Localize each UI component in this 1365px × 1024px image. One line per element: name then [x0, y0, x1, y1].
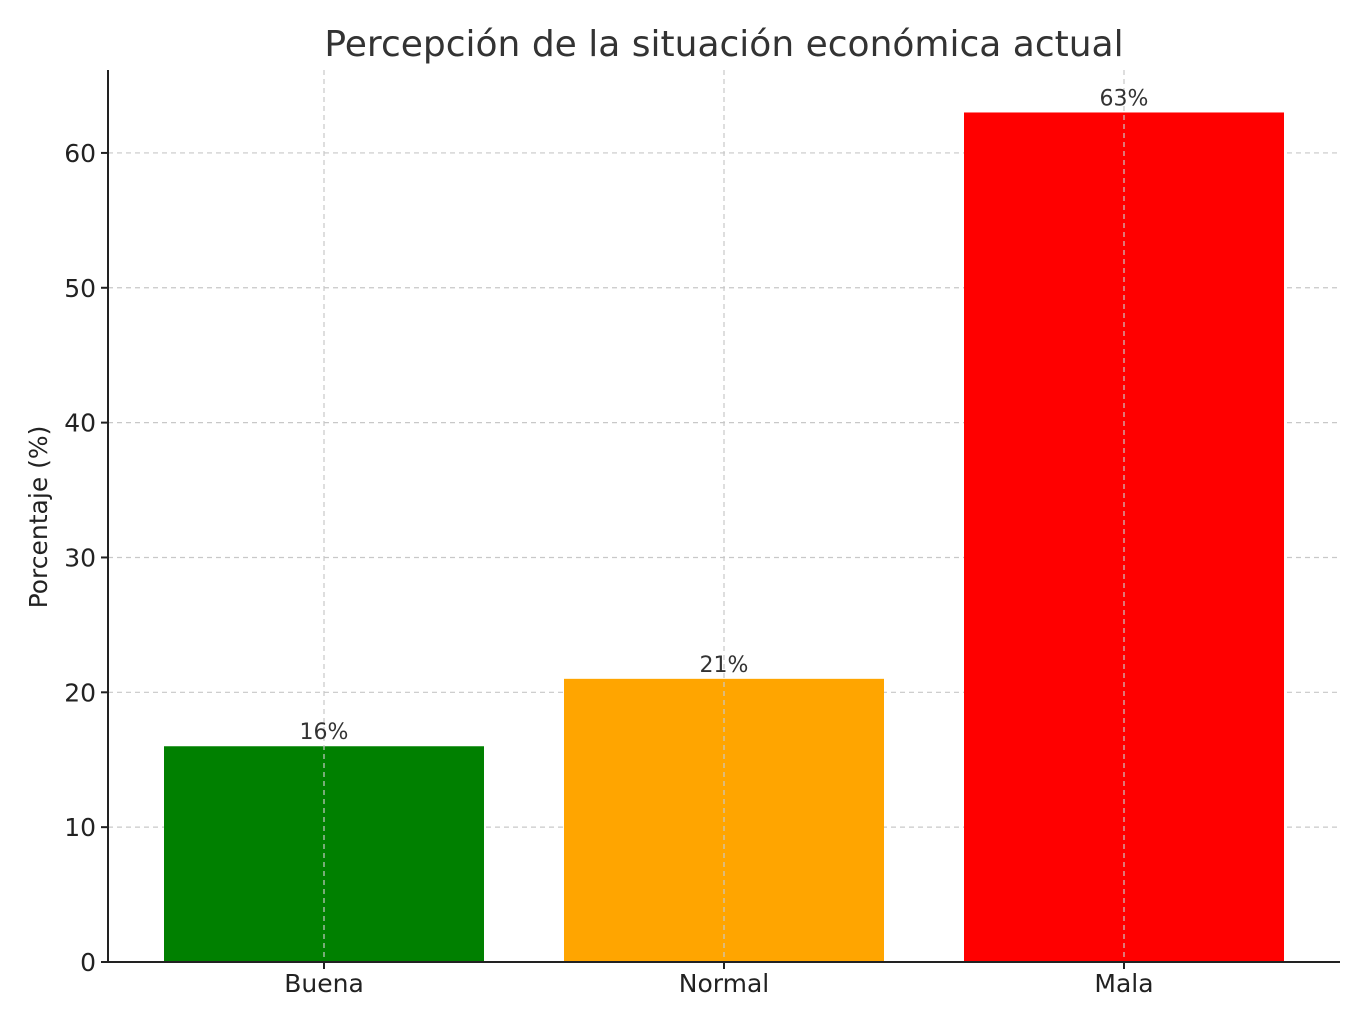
y-tick-label: 10	[64, 813, 96, 842]
data-label: 63%	[1100, 86, 1149, 111]
axes	[101, 70, 1340, 969]
x-tick-label: Normal	[679, 969, 769, 998]
x-tick-label: Buena	[284, 969, 364, 998]
y-tick-label: 20	[64, 678, 96, 707]
chart-title: Percepción de la situación económica act…	[324, 24, 1123, 65]
y-tick-label: 60	[64, 139, 96, 168]
y-tick-label: 30	[64, 543, 96, 572]
data-label: 16%	[300, 720, 349, 745]
data-label: 21%	[700, 653, 749, 678]
y-tick-label: 40	[64, 409, 96, 438]
bar-mala	[964, 112, 1284, 962]
x-tick-label: Mala	[1094, 969, 1153, 998]
y-tick-label: 0	[80, 948, 96, 977]
bars	[164, 70, 1284, 962]
y-axis-label: Porcentaje (%)	[24, 426, 53, 609]
y-tick-label: 50	[64, 274, 96, 303]
labels: 0 10 20 30 40 50 60 Buena Normal Mala 16% 21% 63%	[64, 86, 1153, 998]
